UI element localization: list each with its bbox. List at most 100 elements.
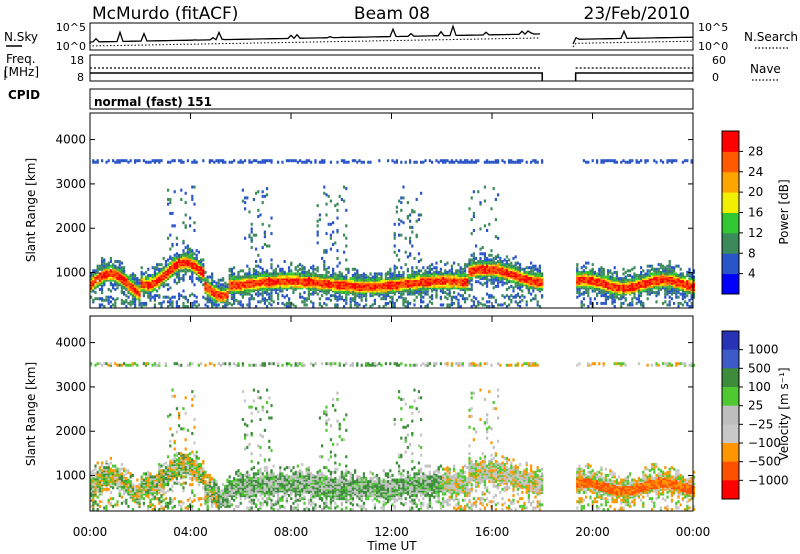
range-gate-cell (409, 219, 412, 223)
range-gate-cell (609, 270, 612, 274)
range-gate-cell (435, 289, 438, 293)
range-gate-cell (233, 280, 236, 284)
range-gate-cell (283, 272, 286, 276)
range-gate-cell (402, 297, 405, 301)
range-gate-cell (481, 252, 484, 256)
range-gate-cell (578, 283, 581, 287)
range-gate-cell (655, 283, 658, 287)
range-gate-cell (470, 278, 473, 282)
range-gate-cell (373, 275, 376, 279)
range-gate-cell (503, 266, 506, 270)
range-gate-cell (202, 283, 205, 287)
range-gate-cell (457, 275, 460, 279)
range-gate-cell (494, 273, 497, 277)
range-gate-cell (202, 270, 205, 274)
range-gate-cell (103, 273, 106, 277)
range-gate-cell (508, 263, 511, 267)
range-gate-cell (615, 294, 618, 298)
range-gate-cell (151, 363, 154, 367)
range-gate-cell (351, 284, 354, 288)
range-gate-cell (114, 476, 117, 480)
range-gate-cell (175, 242, 178, 246)
range-gate-cell (486, 266, 489, 270)
range-gate-cell (490, 253, 493, 257)
range-gate-cell (266, 292, 269, 296)
range-gate-cell (310, 281, 313, 285)
range-gate-cell (283, 280, 286, 284)
range-gate-cell (228, 160, 231, 164)
range-gate-cell (666, 270, 669, 274)
range-gate-cell (404, 284, 407, 288)
range-gate-cell (512, 286, 515, 290)
range-gate-cell (356, 301, 359, 305)
range-gate-cell (107, 267, 110, 271)
range-gate-cell (688, 273, 691, 277)
range-gate-cell (134, 286, 137, 290)
range-gate-cell (314, 278, 317, 282)
range-gate-cell (158, 498, 161, 502)
range-gate-cell (136, 484, 139, 488)
range-gate-cell (466, 159, 469, 163)
range-gate-cell (136, 478, 139, 482)
range-gate-cell (263, 291, 266, 295)
range-gate-cell (659, 277, 662, 281)
range-gate-cell (191, 256, 194, 260)
range-gate-cell (312, 301, 315, 305)
range-gate-cell (151, 278, 154, 282)
range-gate-cell (580, 275, 583, 279)
range-gate-cell (118, 494, 121, 498)
range-gate-cell (354, 287, 357, 291)
range-gate-cell (151, 486, 154, 490)
range-gate-cell (532, 269, 535, 273)
range-gate-cell (189, 249, 192, 253)
range-gate-cell (213, 280, 216, 284)
range-gate-cell (470, 267, 473, 271)
range-gate-cell (591, 283, 594, 287)
range-gate-cell (239, 278, 242, 282)
range-gate-cell (303, 270, 306, 274)
range-gate-cell (455, 278, 458, 282)
range-gate-cell (391, 300, 394, 304)
range-gate-cell (246, 280, 249, 284)
range-gate-cell (178, 266, 181, 270)
range-gate-cell (415, 266, 418, 270)
range-gate-cell (131, 492, 134, 496)
range-gate-cell (312, 277, 315, 281)
range-gate-cell (428, 277, 431, 281)
range-gate-cell (354, 278, 357, 282)
range-gate-cell (668, 159, 671, 163)
range-gate-cell (508, 266, 511, 270)
range-gate-cell (673, 272, 676, 276)
range-gate-cell (224, 284, 227, 288)
range-gate-cell (640, 159, 643, 163)
range-gate-cell (525, 286, 528, 290)
range-gate-cell (673, 287, 676, 291)
range-gate-cell (151, 475, 154, 479)
range-gate-cell (235, 280, 238, 284)
range-gate-cell (259, 277, 262, 281)
range-gate-cell (222, 305, 225, 308)
range-gate-cell (422, 275, 425, 279)
range-gate-cell (640, 284, 643, 288)
range-gate-cell (299, 295, 302, 299)
range-gate-cell (149, 487, 152, 491)
range-gate-cell (116, 472, 119, 476)
colorbar-cell (722, 212, 739, 234)
range-gate-cell (169, 256, 172, 260)
range-gate-cell (633, 277, 636, 281)
range-gate-cell (576, 263, 579, 267)
range-gate-cell (156, 487, 159, 491)
range-gate-cell (112, 473, 115, 477)
range-gate-cell (439, 280, 442, 284)
range-gate-cell (129, 473, 132, 477)
range-gate-cell (431, 272, 434, 276)
range-gate-cell (92, 273, 95, 277)
range-gate-cell (101, 297, 104, 301)
range-gate-cell (376, 292, 379, 296)
range-gate-cell (138, 286, 141, 290)
range-gate-cell (103, 280, 106, 284)
range-gate-cell (206, 283, 209, 287)
range-gate-cell (193, 202, 196, 206)
range-gate-cell (323, 301, 326, 305)
range-gate-cell (173, 159, 176, 163)
